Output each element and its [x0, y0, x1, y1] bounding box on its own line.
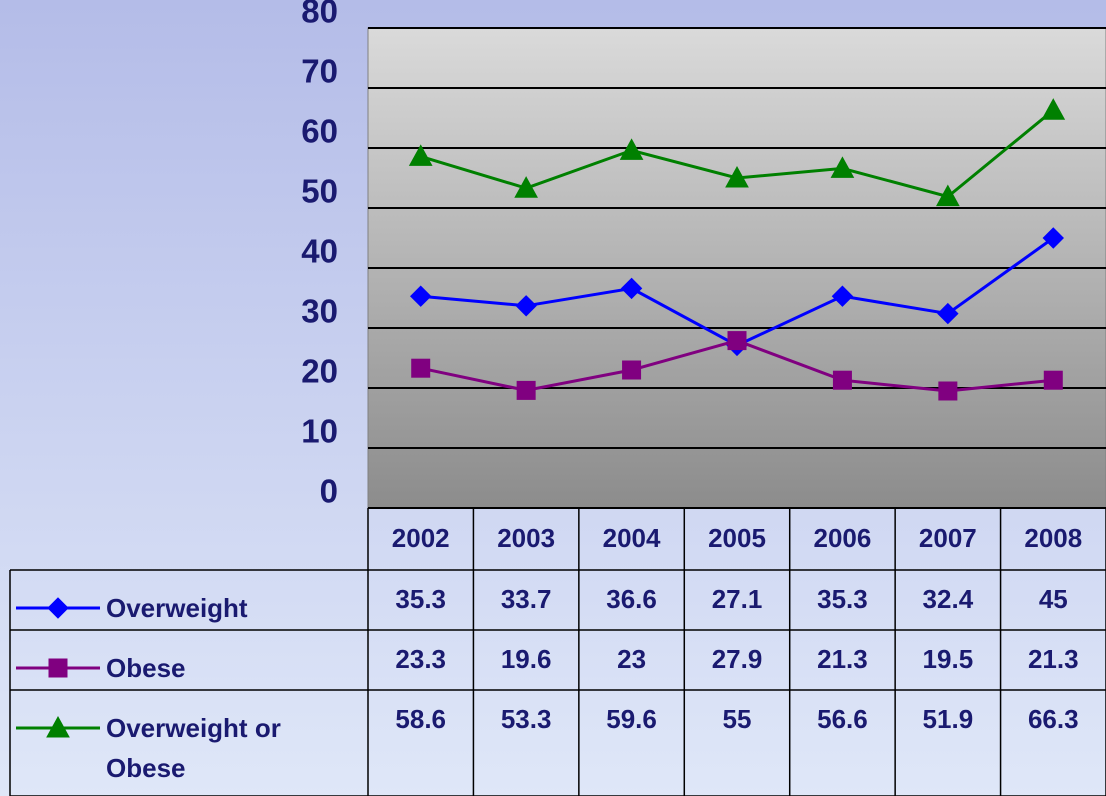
- y-tick-label: 60: [301, 113, 338, 150]
- x-tick-label: 2003: [497, 523, 555, 553]
- table-value: 66.3: [1028, 704, 1079, 734]
- marker: [408, 144, 433, 166]
- legend-label-box: Overweight or Obese: [106, 713, 281, 783]
- table-value: 53.3: [501, 704, 552, 734]
- marker: [725, 165, 749, 188]
- table-value: 19.5: [923, 644, 974, 674]
- marker: [830, 156, 855, 178]
- table-value: 36.6: [606, 584, 657, 614]
- marker: [515, 295, 537, 317]
- legend-marker: [47, 597, 69, 619]
- table-value: 51.9: [923, 704, 974, 734]
- table-value: 27.9: [712, 644, 763, 674]
- table-value: 55: [723, 704, 752, 734]
- table-value: 35.3: [817, 584, 868, 614]
- table-value: 23.3: [395, 644, 446, 674]
- marker: [622, 360, 642, 380]
- y-tick-label: 40: [301, 233, 338, 270]
- y-tick-label: 20: [301, 353, 338, 390]
- marker: [938, 381, 958, 401]
- table-value: 23: [617, 644, 646, 674]
- y-tick-label: 0: [320, 473, 338, 510]
- legend-marker: [48, 658, 68, 678]
- table-value: 45: [1039, 584, 1068, 614]
- marker: [937, 302, 959, 325]
- table-value: 35.3: [395, 584, 446, 614]
- table-value: 21.3: [817, 644, 868, 674]
- marker: [1041, 98, 1066, 120]
- marker: [410, 285, 432, 307]
- table-value: 58.6: [395, 704, 446, 734]
- table-value: 59.6: [606, 704, 657, 734]
- x-tick-label: 2002: [392, 523, 450, 553]
- table-value: 19.6: [501, 644, 552, 674]
- marker: [514, 176, 538, 198]
- marker: [1042, 227, 1064, 249]
- y-tick-label: 10: [301, 413, 338, 450]
- y-tick-label: 30: [301, 293, 338, 330]
- table-value: 56.6: [817, 704, 868, 734]
- table-value: 21.3: [1028, 644, 1079, 674]
- legend-label: Overweight: [106, 593, 248, 623]
- legend-label-box: Overweight: [106, 593, 248, 623]
- legend-label: Obese: [106, 653, 186, 683]
- y-tick-label: 50: [301, 173, 338, 210]
- x-tick-label: 2007: [919, 523, 977, 553]
- marker: [1043, 370, 1063, 390]
- legend-label-box: Obese: [106, 653, 186, 683]
- marker: [936, 184, 960, 207]
- marker: [832, 370, 852, 390]
- y-tick-label: 80: [301, 0, 338, 30]
- marker: [620, 277, 643, 300]
- marker: [831, 285, 854, 307]
- y-tick-label: 70: [301, 53, 338, 90]
- table-value: 33.7: [501, 584, 552, 614]
- legend-label: Overweight or Obese: [106, 713, 281, 783]
- x-tick-label: 2005: [708, 523, 766, 553]
- marker: [411, 358, 431, 378]
- marker: [516, 380, 536, 400]
- legend-marker: [46, 715, 70, 738]
- x-tick-label: 2008: [1024, 523, 1082, 553]
- table-value: 27.1: [712, 584, 763, 614]
- x-tick-label: 2004: [603, 523, 661, 553]
- x-tick-label: 2006: [814, 523, 872, 553]
- marker: [727, 331, 747, 351]
- table-value: 32.4: [923, 584, 974, 614]
- marker: [619, 138, 644, 160]
